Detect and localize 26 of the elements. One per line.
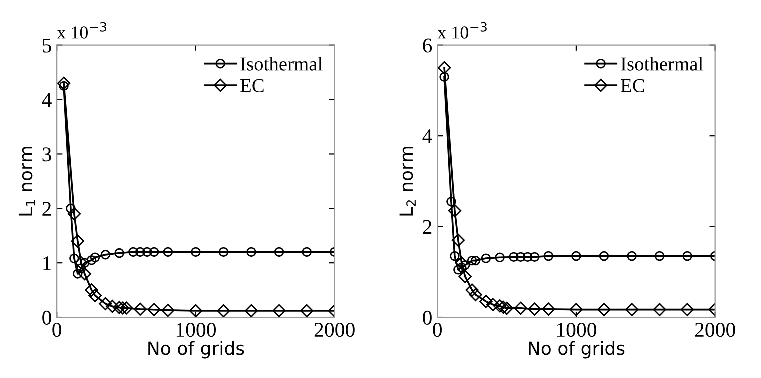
- y-tick-label: 2: [42, 202, 52, 216]
- legend-label: Isothermal: [240, 57, 323, 71]
- x-axis-title: No of grids: [529, 341, 625, 359]
- x-tick-label: 0: [52, 322, 62, 338]
- x-tick-label: 2000: [314, 322, 355, 338]
- x-tick-label: 2000: [695, 322, 736, 338]
- y-tick-label: 6: [423, 38, 432, 53]
- legend-label: EC: [240, 79, 264, 92]
- y-tick-label: 4: [42, 93, 52, 108]
- y-axis-title: L$_{1}$ norm: [19, 146, 36, 216]
- y-tick-label: 4: [422, 130, 432, 144]
- y-axis-title: L$_{2}$ norm: [400, 146, 416, 216]
- x-axis-title: No of grids: [148, 341, 244, 359]
- x-tick-label: 1000: [557, 322, 596, 338]
- legend-label: EC: [621, 79, 644, 92]
- text: x 10$^{−3}$: [57, 22, 106, 39]
- x-tick-label: 0: [433, 322, 442, 338]
- text: x 10$^{−3}$: [438, 22, 487, 39]
- y-tick-label: 0: [42, 310, 52, 325]
- x-tick-label: 1000: [176, 322, 216, 338]
- y-tick-label: 3: [42, 148, 52, 162]
- y-tick-label: 0: [423, 310, 432, 325]
- legend-label: Isothermal: [621, 57, 704, 71]
- y-tick-label: 5: [43, 38, 52, 53]
- y-tick-label: 1: [44, 256, 51, 270]
- y-tick-label: 2: [423, 220, 432, 234]
